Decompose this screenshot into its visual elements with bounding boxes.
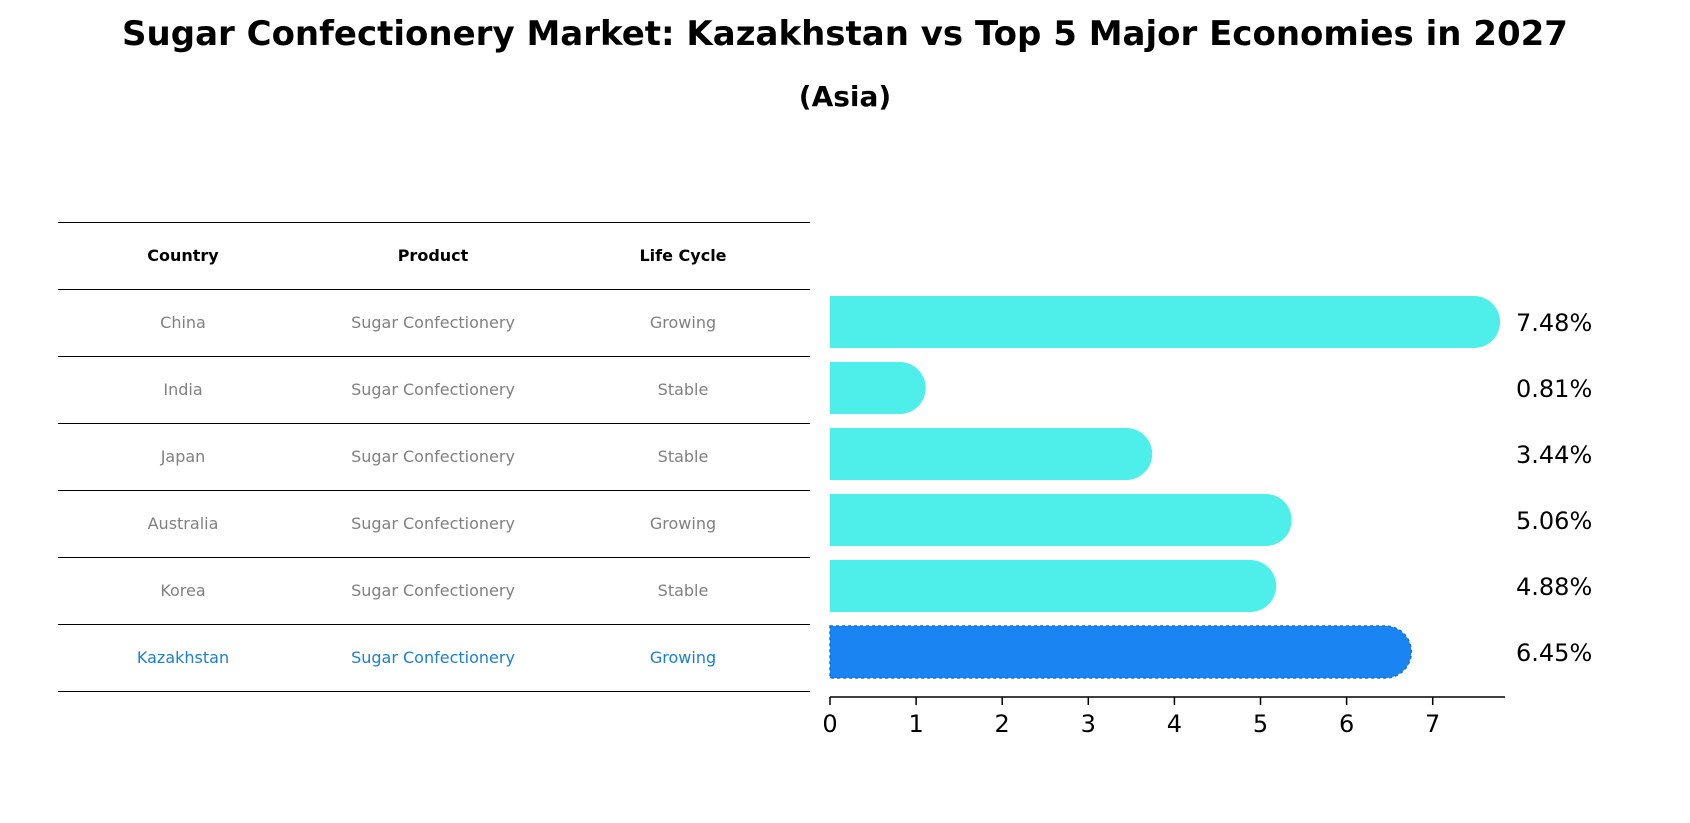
x-tick-label: 7: [1425, 710, 1440, 738]
header-life-cycle: Life Cycle: [639, 246, 727, 265]
chart-title: Sugar Confectionery Market: Kazakhstan v…: [122, 14, 1568, 54]
table-row: Japan Sugar Confectionery Stable: [58, 423, 810, 490]
x-tick-label: 4: [1167, 710, 1182, 738]
cell-product: Sugar Confectionery: [351, 380, 515, 399]
table-header-row: Country Product Life Cycle: [58, 222, 810, 289]
table-row: China Sugar Confectionery Growing: [58, 289, 810, 356]
bar-kazakhstan: [829, 625, 1413, 679]
cell-life-cycle: Stable: [657, 380, 709, 399]
cell-life-cycle: Stable: [657, 581, 709, 600]
bar-australia: [830, 494, 1292, 546]
data-label: 6.45%: [1516, 639, 1592, 667]
bar-korea: [830, 560, 1277, 612]
cell-product: Sugar Confectionery: [351, 313, 515, 332]
data-label: 0.81%: [1516, 375, 1592, 403]
data-label: 5.06%: [1516, 507, 1592, 535]
cell-product: Sugar Confectionery: [351, 581, 515, 600]
x-tick-label: 3: [1081, 710, 1096, 738]
x-tick-label: 1: [908, 710, 923, 738]
x-tick-label: 6: [1339, 710, 1354, 738]
header-product: Product: [397, 246, 469, 265]
table-row-highlight: Kazakhstan Sugar Confectionery Growing: [58, 624, 810, 692]
table-row: India Sugar Confectionery Stable: [58, 356, 810, 423]
bar-japan: [830, 428, 1153, 480]
cell-country: China: [160, 313, 206, 332]
data-label: 7.48%: [1516, 309, 1592, 337]
header-country: Country: [147, 246, 219, 265]
cell-product: Sugar Confectionery: [351, 447, 515, 466]
cell-country: India: [163, 380, 203, 399]
cell-product: Sugar Confectionery: [351, 648, 515, 667]
cell-product: Sugar Confectionery: [351, 514, 515, 533]
cell-life-cycle: Growing: [649, 514, 717, 533]
cell-country: Australia: [147, 514, 219, 533]
bar-china: [830, 296, 1501, 348]
data-table: Country Product Life Cycle China Sugar C…: [58, 222, 810, 692]
data-label: 4.88%: [1516, 573, 1592, 601]
x-tick-label: 0: [822, 710, 837, 738]
cell-country: Kazakhstan: [136, 648, 230, 667]
cell-life-cycle: Growing: [649, 648, 717, 667]
x-tick-label: 5: [1253, 710, 1268, 738]
cell-country: Japan: [160, 447, 206, 466]
chart-subtitle: (Asia): [798, 80, 892, 113]
cell-life-cycle: Stable: [657, 447, 709, 466]
cell-life-cycle: Growing: [649, 313, 717, 332]
table-row: Korea Sugar Confectionery Stable: [58, 557, 810, 624]
bar-india: [830, 362, 926, 414]
x-tick-label: 2: [995, 710, 1010, 738]
data-label: 3.44%: [1516, 441, 1592, 469]
cell-country: Korea: [160, 581, 206, 600]
table-row: Australia Sugar Confectionery Growing: [58, 490, 810, 557]
